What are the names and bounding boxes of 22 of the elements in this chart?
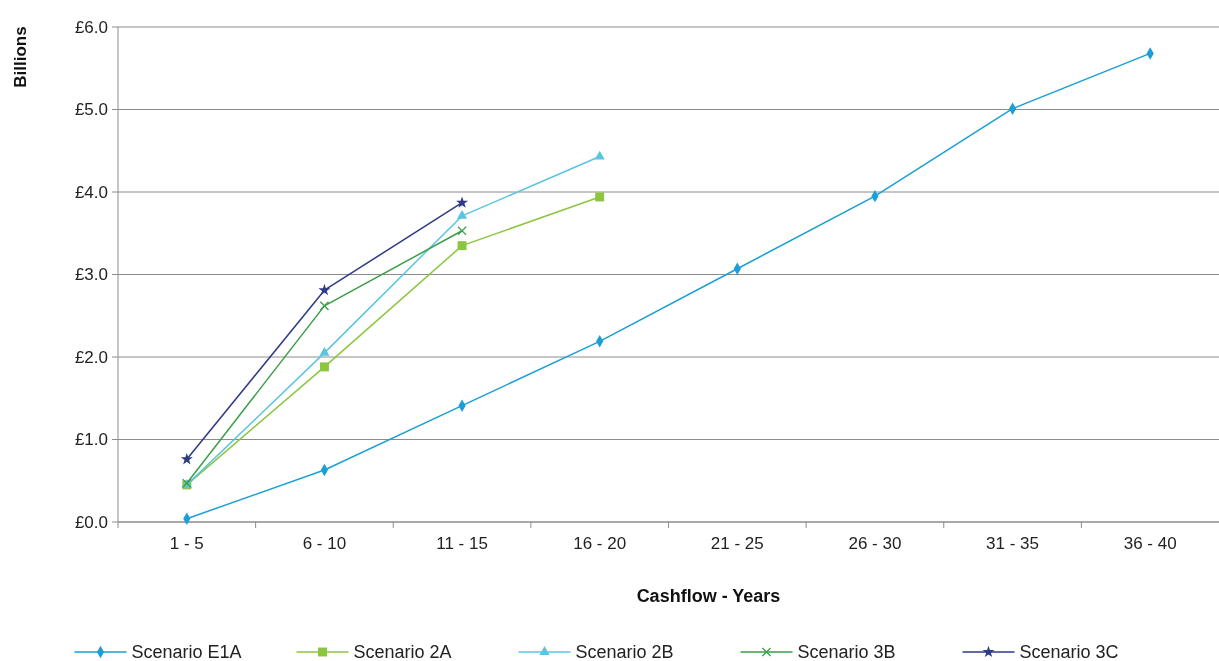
x-tick-label: 16 - 20 (573, 534, 627, 553)
legend-label: Scenario 3B (797, 642, 896, 661)
x-tick-label: 6 - 10 (302, 534, 347, 553)
x-tick-label: 31 - 35 (986, 534, 1040, 553)
y-tick-label: £5.0 (74, 100, 108, 120)
x-tick-label: 21 - 25 (710, 534, 764, 553)
legend-label: Scenario E1A (131, 642, 242, 661)
x-axis-title: Cashflow - Years (636, 586, 781, 606)
legend-label: Scenario 2A (353, 642, 452, 661)
y-axis-title: Billions (11, 26, 30, 88)
y-tick-label: £0.0 (74, 512, 108, 532)
x-tick-label: 1 - 5 (169, 534, 204, 553)
y-tick-label: £2.0 (74, 347, 108, 367)
y-tick-label: £1.0 (74, 430, 108, 450)
legend-label: Scenario 3C (1019, 642, 1119, 661)
y-tick-label: £4.0 (74, 182, 108, 202)
y-tick-label: £3.0 (74, 265, 108, 285)
x-tick-label: 26 - 30 (848, 534, 902, 553)
x-tick-label: 36 - 40 (1123, 534, 1177, 553)
legend-label: Scenario 2B (575, 642, 674, 661)
y-tick-label: £6.0 (74, 17, 108, 37)
x-tick-label: 11 - 15 (436, 534, 488, 553)
